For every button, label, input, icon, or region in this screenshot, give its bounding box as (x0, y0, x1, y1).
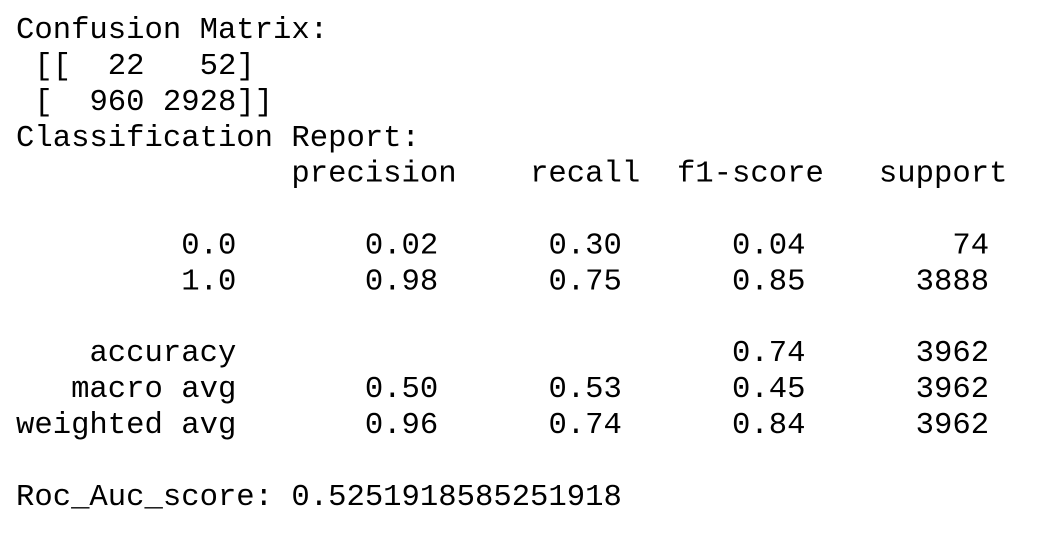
column-header: recall (530, 158, 640, 192)
row-label: macro avg (71, 373, 236, 407)
row-label: accuracy (89, 337, 236, 371)
matrix-bracket: [ (34, 86, 52, 120)
report-cell: 3962 (916, 373, 989, 407)
matrix-cell: 960 (89, 86, 144, 120)
row-label: 0.0 (181, 229, 236, 263)
report-cell: 0.84 (732, 409, 805, 443)
report-cell: 0.50 (365, 373, 438, 407)
metric-value: 0.5251918585251918 (291, 481, 621, 515)
report-cell: 0.75 (548, 265, 621, 299)
column-header: f1-score (677, 158, 824, 192)
report-cell: 0.53 (548, 373, 621, 407)
report-cell: 3962 (916, 409, 989, 443)
report-cell: 0.74 (548, 409, 621, 443)
report-cell: 0.85 (732, 265, 805, 299)
report-cell: 74 (952, 229, 989, 263)
report-cell: 3962 (916, 337, 989, 371)
report-cell: 0.30 (548, 229, 621, 263)
matrix-cell: 22 (108, 50, 145, 84)
matrix-cell: 52 (200, 50, 237, 84)
section-title: Confusion Matrix: (16, 14, 328, 48)
matrix-bracket: [[ (34, 50, 71, 84)
report-cell: 0.04 (732, 229, 805, 263)
column-header: support (879, 158, 1008, 192)
column-header: precision (291, 158, 456, 192)
row-label: 1.0 (181, 265, 236, 299)
matrix-bracket: ]] (236, 86, 273, 120)
section-title: Classification Report: (16, 122, 420, 156)
report-cell: 0.96 (365, 409, 438, 443)
report-cell: 0.74 (732, 337, 805, 371)
report-cell: 0.98 (365, 265, 438, 299)
report-cell: 0.02 (365, 229, 438, 263)
matrix-bracket: ] (236, 50, 254, 84)
metric-label: Roc_Auc_score: (16, 481, 273, 515)
row-label: weighted avg (16, 409, 236, 443)
report-cell: 3888 (916, 265, 989, 299)
report-cell: 0.45 (732, 373, 805, 407)
matrix-cell: 2928 (163, 86, 236, 120)
